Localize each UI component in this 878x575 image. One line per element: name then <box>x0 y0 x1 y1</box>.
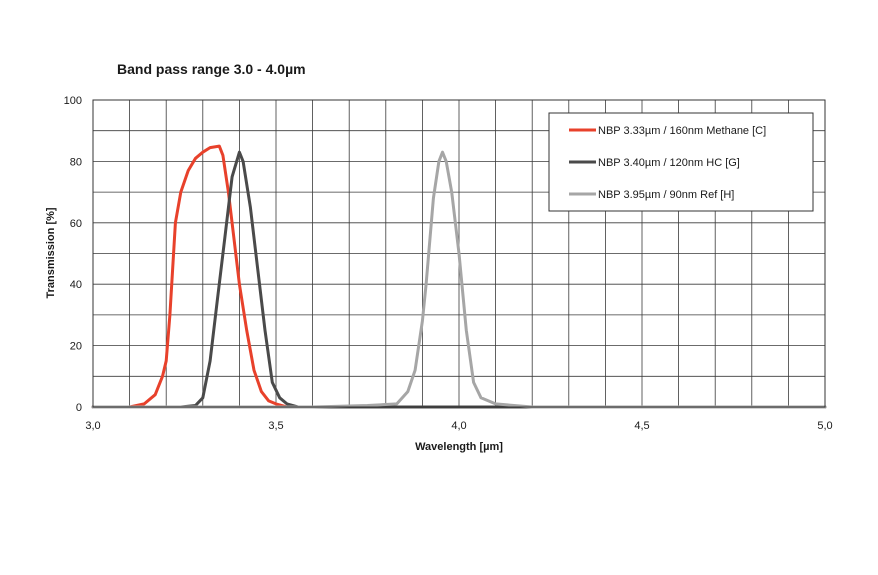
x-axis-label: Wavelength [µm] <box>415 441 503 453</box>
chart-title: Band pass range 3.0 - 4.0µm <box>117 61 306 77</box>
y-tick-labels: 0 20 40 60 80 100 <box>64 95 82 414</box>
series-lines <box>91 144 827 409</box>
x-tick-labels: 3,0 3,5 4,0 4,5 5,0 <box>85 420 832 432</box>
x-tick-label: 3,5 <box>268 420 283 432</box>
x-tick-label: 4,0 <box>451 420 466 432</box>
legend: NBP 3.33µm / 160nm Methane [C] NBP 3.40µm… <box>548 112 814 212</box>
y-tick-label: 60 <box>70 218 82 230</box>
y-tick-label: 0 <box>76 402 82 414</box>
legend-label: NBP 3.40µm / 120nm HC [G] <box>598 157 740 169</box>
x-tick-label: 5,0 <box>817 420 832 432</box>
y-tick-label: 80 <box>70 156 82 168</box>
x-tick-label: 4,5 <box>634 420 649 432</box>
y-tick-label: 100 <box>64 95 82 107</box>
y-tick-label: 20 <box>70 341 82 353</box>
series-line-1 <box>91 144 315 409</box>
y-axis-label: Transmission [%] <box>45 207 57 298</box>
y-tick-label: 40 <box>70 279 82 291</box>
x-tick-label: 3,0 <box>85 420 100 432</box>
grid <box>93 100 825 407</box>
legend-label: NBP 3.95µm / 90nm Ref [H] <box>598 189 734 201</box>
plot-frame <box>92 99 826 408</box>
legend-label: NBP 3.33µm / 160nm Methane [C] <box>598 125 766 137</box>
series-line-3 <box>91 150 827 409</box>
